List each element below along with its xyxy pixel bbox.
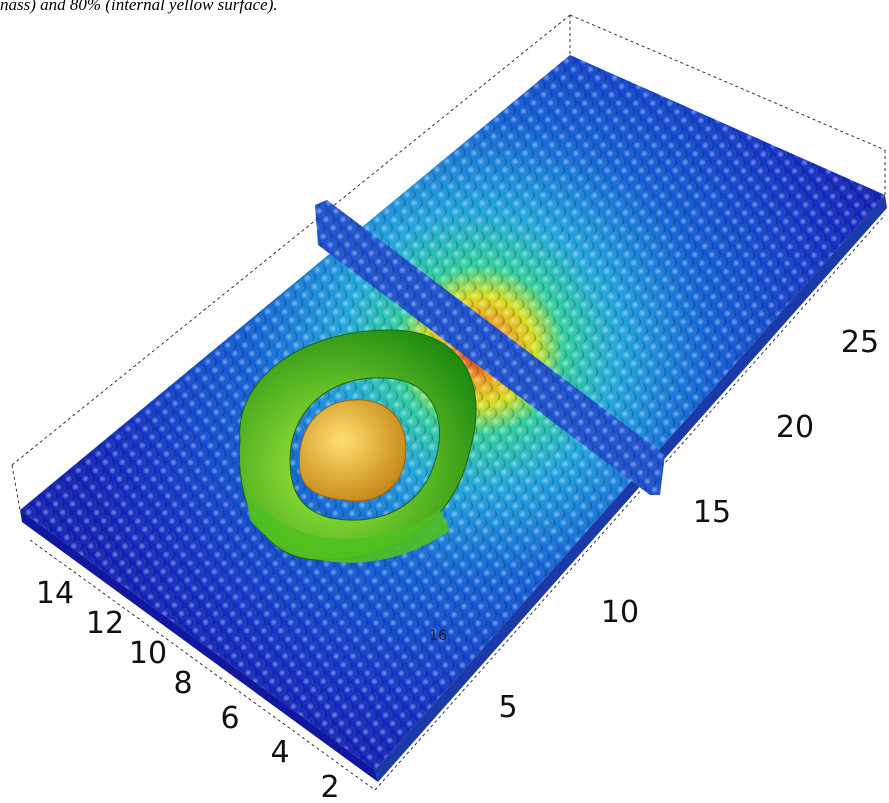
tick-label: 14 [36, 576, 74, 611]
figure: nass) and 80% (internal yellow surface).… [0, 0, 889, 803]
tick-label: 2 [320, 770, 339, 803]
tick-label: 15 [693, 495, 731, 530]
caption: nass) and 80% (internal yellow surface). [0, 0, 278, 14]
tick-label: 10 [601, 595, 639, 630]
inner-label: 16 [429, 628, 447, 644]
tick-label: 4 [270, 735, 289, 770]
tick-label: 10 [129, 636, 167, 671]
tick-label: 25 [841, 325, 879, 360]
page: nass) and 80% (internal yellow surface).… [0, 0, 889, 803]
tick-label: 8 [173, 666, 192, 701]
tick-label: 20 [776, 410, 814, 445]
tick-label: 6 [220, 701, 239, 736]
tick-label: 5 [498, 690, 517, 725]
tick-label: 12 [86, 606, 124, 641]
